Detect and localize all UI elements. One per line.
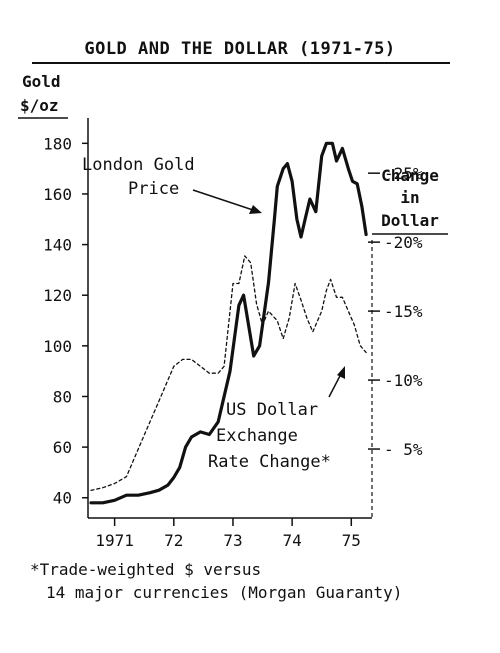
annotation-usd-line3: Rate Change* <box>208 452 331 472</box>
y-left-label-line1: Gold <box>22 72 61 91</box>
annotation-gold-arrow <box>192 189 257 212</box>
y-right-tick-label: -15% <box>384 302 423 321</box>
footnote-line2: 14 major currencies (Morgan Guaranty) <box>46 583 402 602</box>
y-right-label-line3: Dollar <box>381 211 439 230</box>
y-right-tick-label: -25% <box>384 164 423 183</box>
annotation-usd-arrowhead <box>337 366 345 379</box>
y-left-tick-label: 140 <box>43 236 72 255</box>
annotation-gold-line1: London Gold <box>82 155 195 175</box>
annotation-gold-arrowhead <box>249 205 262 214</box>
y-left-label-line2: $/oz <box>20 96 59 115</box>
series-line-usd-change <box>90 255 367 492</box>
y-left-tick-label: 160 <box>43 185 72 204</box>
y-left-tick-label: 60 <box>53 438 72 457</box>
y-left-tick-label: 180 <box>43 134 72 153</box>
y-right-tick-label: - 5% <box>384 440 423 459</box>
x-tick-label: 72 <box>164 531 183 550</box>
y-left-tick-label: 40 <box>53 489 72 508</box>
y-left-tick-label: 80 <box>53 387 72 406</box>
chart-title: GOLD AND THE DOLLAR (1971-75) <box>84 39 395 59</box>
annotation-usd-line1: US Dollar <box>226 400 318 420</box>
x-tick-label: 1971 <box>95 531 134 550</box>
y-left-tick-label: 120 <box>43 286 72 305</box>
x-tick-label: 73 <box>223 531 242 550</box>
annotation-gold-line2: Price <box>128 179 179 199</box>
series-line-gold-price <box>89 141 368 505</box>
footnote-line1: *Trade-weighted $ versus <box>30 560 261 579</box>
y-right-tick-label: -10% <box>384 371 423 390</box>
y-right-label-line1: Change <box>381 166 439 185</box>
y-left-tick-label: 100 <box>43 337 72 356</box>
annotation-usd-line2: Exchange <box>216 426 298 446</box>
x-tick-label: 74 <box>282 531 301 550</box>
x-tick-label: 75 <box>342 531 361 550</box>
y-right-tick-label: -20% <box>384 233 423 252</box>
y-right-label-line2: in <box>400 188 419 207</box>
